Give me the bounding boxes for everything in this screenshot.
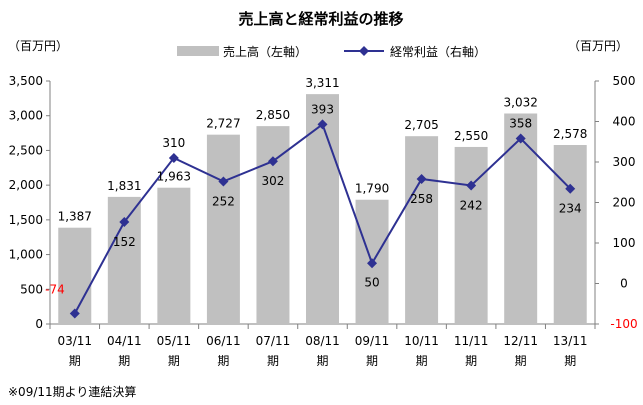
profit-point bbox=[119, 216, 130, 227]
right-tick-label: -100 bbox=[610, 317, 637, 331]
axes: 0 500 1,000 1,500 2,000 2,500 3,000 3,500 -100 0 1… bbox=[9, 74, 638, 331]
category-label: 09/11 bbox=[355, 334, 390, 348]
profit-point bbox=[416, 174, 427, 185]
category-suffix-label: 期 bbox=[168, 354, 180, 368]
profit-point bbox=[515, 133, 526, 144]
revenue-data-label: 2,727 bbox=[206, 117, 240, 131]
profit-point bbox=[168, 152, 179, 163]
profit-point bbox=[69, 308, 80, 319]
legend-bar-swatch bbox=[177, 46, 219, 56]
right-tick-label: 400 bbox=[613, 115, 636, 129]
revenue-bar bbox=[107, 196, 141, 324]
right-tick-label: 100 bbox=[613, 236, 636, 250]
revenue-bar bbox=[405, 136, 439, 324]
category-suffix-label: 期 bbox=[69, 354, 81, 368]
category-suffix-label: 期 bbox=[564, 354, 576, 368]
profit-data-label: 242 bbox=[460, 198, 483, 212]
revenue-data-label: 1,831 bbox=[107, 179, 141, 193]
footnote: ※09/11期より連結決算 bbox=[8, 384, 136, 399]
legend-diamond-marker bbox=[359, 46, 369, 56]
profit-data-label: 234 bbox=[559, 202, 582, 216]
left-tick-label: 1,000 bbox=[9, 248, 43, 262]
left-axis-unit: （百万円） bbox=[8, 39, 68, 53]
profit-point bbox=[267, 156, 278, 167]
profit-point bbox=[466, 180, 477, 191]
category-suffix-label: 期 bbox=[267, 354, 279, 368]
legend: 売上高（左軸） 経常利益（右軸） bbox=[177, 44, 486, 59]
profit-data-label: 310 bbox=[162, 136, 185, 150]
right-tick-label: 500 bbox=[613, 74, 636, 88]
category-suffix-label: 期 bbox=[465, 354, 477, 368]
revenue-bar bbox=[553, 145, 587, 324]
category-suffix-label: 期 bbox=[366, 354, 378, 368]
revenue-data-label: 1,790 bbox=[355, 182, 389, 196]
revenue-bar bbox=[454, 146, 488, 324]
category-suffix-label: 期 bbox=[217, 354, 229, 368]
category-label: 06/11 bbox=[206, 334, 241, 348]
left-tick-label: 2,000 bbox=[9, 178, 43, 192]
left-tick-label: 500 bbox=[20, 282, 43, 296]
profit-data-label: 50 bbox=[364, 275, 379, 289]
revenue-bar bbox=[58, 227, 92, 324]
revenue-data-label: 2,550 bbox=[454, 129, 488, 143]
category-label: 03/11 bbox=[57, 334, 92, 348]
profit-data-label: 152 bbox=[113, 235, 136, 249]
revenue-data-label: 2,578 bbox=[553, 127, 587, 141]
profit-data-label: -74 bbox=[45, 282, 65, 296]
revenue-bar bbox=[256, 126, 290, 324]
left-tick-label: 3,000 bbox=[9, 109, 43, 123]
category-labels: 03/11 期 04/11 期 05/11 期 06/11 期 07/11 期 08/11 期 09/1… bbox=[57, 334, 587, 368]
revenue-bar bbox=[157, 187, 191, 324]
data-labels: 1,387 1,831 1,963 2,727 2,850 3,311 1,790 2,705… bbox=[45, 76, 587, 296]
revenue-data-label: 3,311 bbox=[305, 76, 339, 90]
revenue-data-label: 2,705 bbox=[404, 118, 438, 132]
profit-data-label: 258 bbox=[410, 192, 433, 206]
category-suffix-label: 期 bbox=[118, 354, 130, 368]
profit-data-label: 358 bbox=[509, 117, 532, 131]
category-label: 05/11 bbox=[157, 334, 192, 348]
revenue-data-label: 1,963 bbox=[157, 170, 191, 184]
revenue-bar bbox=[504, 113, 538, 324]
profit-point bbox=[565, 183, 576, 194]
profit-data-label: 252 bbox=[212, 194, 235, 208]
profit-data-label: 393 bbox=[311, 102, 334, 116]
category-label: 10/11 bbox=[404, 334, 439, 348]
profit-point bbox=[367, 258, 378, 269]
profit-point bbox=[218, 176, 229, 187]
category-suffix-label: 期 bbox=[316, 354, 328, 368]
category-label: 13/11 bbox=[553, 334, 588, 348]
right-tick-label: 0 bbox=[620, 277, 628, 291]
line-series bbox=[69, 119, 576, 319]
left-tick-label: 1,500 bbox=[9, 213, 43, 227]
profit-point bbox=[317, 119, 328, 130]
profit-data-label: 302 bbox=[262, 174, 285, 188]
category-label: 12/11 bbox=[503, 334, 538, 348]
right-tick-label: 300 bbox=[613, 155, 636, 169]
bar-series bbox=[58, 94, 587, 324]
category-label: 04/11 bbox=[107, 334, 142, 348]
revenue-data-label: 2,850 bbox=[256, 108, 290, 122]
legend-line-label: 経常利益（右軸） bbox=[390, 44, 486, 59]
category-label: 08/11 bbox=[305, 334, 340, 348]
category-label: 07/11 bbox=[256, 334, 291, 348]
right-tick-label: 200 bbox=[613, 196, 636, 210]
category-suffix-label: 期 bbox=[515, 354, 527, 368]
chart-title: 売上高と経常利益の推移 bbox=[238, 10, 403, 28]
category-suffix-label: 期 bbox=[416, 354, 428, 368]
category-label: 11/11 bbox=[454, 334, 489, 348]
left-tick-label: 3,500 bbox=[9, 74, 43, 88]
revenue-data-label: 3,032 bbox=[504, 95, 538, 109]
left-tick-label: 0 bbox=[35, 317, 43, 331]
left-tick-label: 2,500 bbox=[9, 143, 43, 157]
revenue-bar bbox=[206, 134, 240, 324]
right-axis-unit: （百万円） bbox=[568, 39, 628, 53]
revenue-data-label: 1,387 bbox=[58, 210, 92, 224]
legend-bar-label: 売上高（左軸） bbox=[223, 44, 307, 59]
